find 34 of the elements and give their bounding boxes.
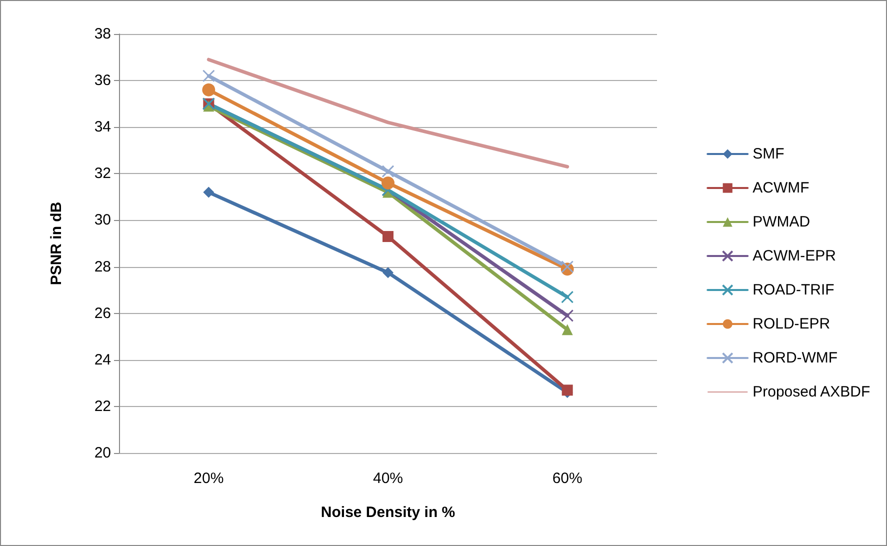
legend-label: RORD-WMF <box>752 350 838 366</box>
y-tick-label: 38 <box>94 26 111 42</box>
y-tick-label: 36 <box>94 72 111 90</box>
y-tick-label: 34 <box>94 118 111 136</box>
x-tick-label: 40% <box>372 470 404 487</box>
point <box>382 267 394 278</box>
point <box>202 70 215 82</box>
x-axis-title: Noise Density in % <box>320 504 456 521</box>
legend-label: SMF <box>752 146 784 162</box>
y-tick-label: 30 <box>94 212 111 229</box>
legend-label: ROLD-EPR <box>752 316 830 332</box>
point <box>382 165 394 178</box>
point <box>562 324 573 336</box>
point <box>561 260 574 274</box>
y-tick-label: 28 <box>94 258 111 276</box>
point <box>203 186 214 198</box>
point <box>561 290 574 304</box>
x-tick-label: 20% <box>194 470 224 487</box>
point <box>561 309 574 322</box>
y-axis-title: PSNR in dB <box>48 202 65 286</box>
y-tick-label: 20 <box>94 444 111 462</box>
point <box>382 176 394 190</box>
point <box>202 83 216 96</box>
legend-label: ROAD-TRIF <box>752 282 834 298</box>
y-tick-label: 32 <box>94 165 111 182</box>
y-tick-label: 22 <box>94 398 111 415</box>
x-tick-label: 60% <box>552 470 582 487</box>
y-tick-label: 24 <box>94 351 111 368</box>
legend-label: ACWM-EPR <box>752 248 836 264</box>
y-tick-label: 26 <box>94 304 111 322</box>
point <box>382 231 394 242</box>
legend-label: Proposed AXBDF <box>752 384 870 400</box>
legend-label: PWMAD <box>752 214 810 230</box>
legend-label: ACWMF <box>752 180 810 196</box>
